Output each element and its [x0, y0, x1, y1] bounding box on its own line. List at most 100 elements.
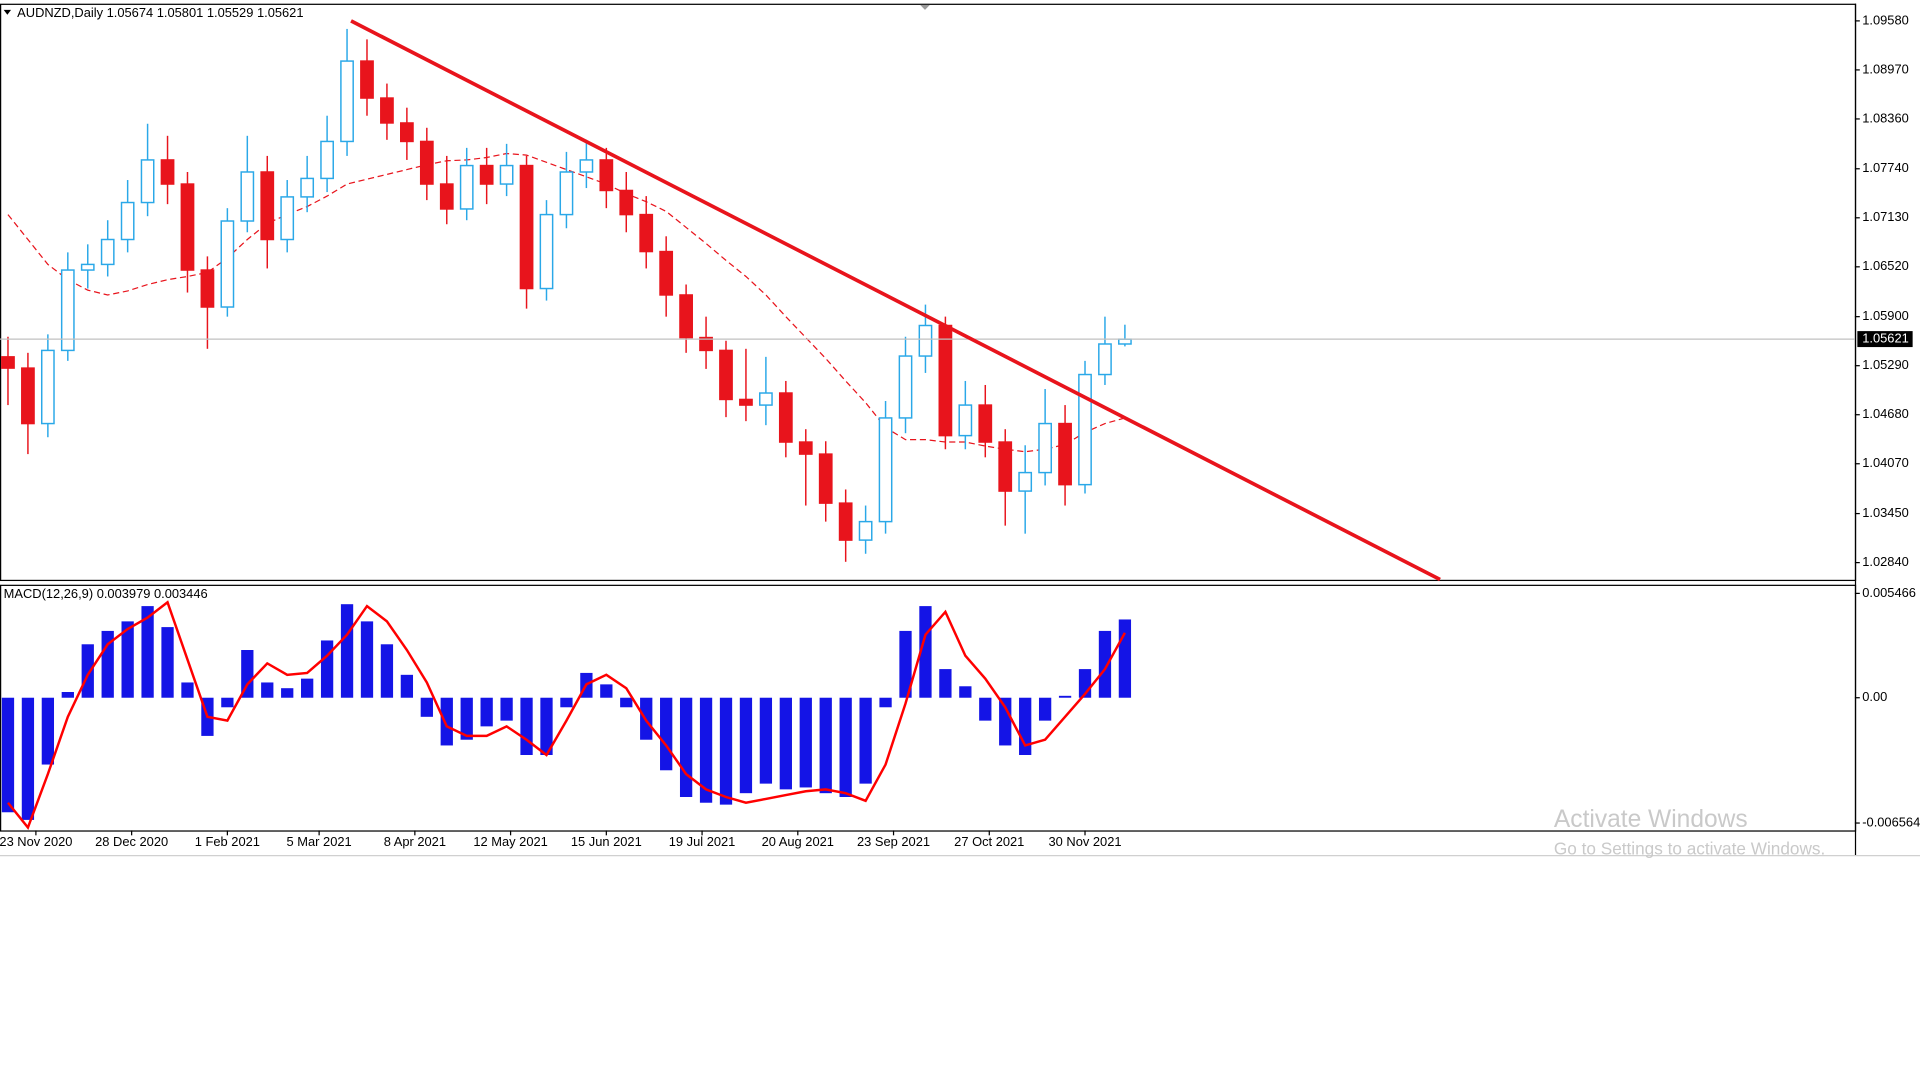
- y-tick-label: 0.00: [1862, 689, 1887, 704]
- candle-body: [878, 417, 893, 523]
- candle-body: [1038, 422, 1053, 474]
- macd-bar: [979, 697, 992, 721]
- macd-bar: [380, 644, 394, 698]
- last-price-box: [1857, 331, 1913, 348]
- last-price-label: 1.05621: [1862, 330, 1909, 345]
- macd-bar: [460, 697, 473, 740]
- x-tick-label: 27 Oct 2021: [954, 834, 1024, 849]
- macd-bar: [919, 606, 932, 698]
- macd-bar: [620, 697, 633, 708]
- candle-body: [579, 159, 594, 173]
- macd-bar: [241, 650, 254, 698]
- y-tick-label: 1.07130: [1862, 209, 1909, 224]
- y-tick-label: -0.006564: [1862, 814, 1920, 829]
- macd-bar: [660, 697, 673, 771]
- candle-body: [818, 453, 833, 504]
- macd-bar: [400, 674, 414, 698]
- macd-bar: [221, 697, 234, 708]
- macd-bar: [61, 692, 74, 698]
- candle-body: [80, 263, 95, 271]
- candle-body: [898, 355, 913, 419]
- symbol-header: AUDNZD,Daily 1.05674 1.05801 1.05529 1.0…: [17, 5, 303, 20]
- candle-body: [400, 122, 414, 143]
- macd-bar: [679, 697, 693, 797]
- candle-body: [120, 201, 135, 241]
- candle-body: [479, 164, 494, 185]
- macd-bar: [121, 621, 134, 698]
- macd-bar: [719, 697, 733, 805]
- candle-body: [619, 189, 634, 216]
- macd-bar: [779, 697, 792, 790]
- candle-body: [858, 520, 873, 541]
- macd-bar: [839, 697, 852, 797]
- macd-bar: [440, 697, 453, 746]
- candle-body: [998, 441, 1013, 492]
- candle-body: [1098, 343, 1112, 376]
- x-tick-label: 8 Apr 2021: [384, 834, 446, 849]
- macd-bar: [81, 644, 94, 698]
- macd-bar: [1098, 630, 1112, 698]
- macd-title: MACD(12,26,9) 0.003979 0.003446: [4, 586, 208, 601]
- candle-body: [300, 177, 315, 198]
- candle-body: [320, 140, 334, 180]
- x-tick-label: 5 Mar 2021: [287, 834, 352, 849]
- watermark-title: Activate Windows: [1554, 806, 1748, 833]
- macd-bar: [1058, 695, 1072, 698]
- candle-body: [519, 164, 534, 290]
- candle-body: [340, 60, 354, 143]
- candle-body: [739, 398, 753, 406]
- candle-body: [798, 441, 813, 455]
- signal-line: [7, 600, 1126, 830]
- candle-body: [499, 164, 514, 185]
- macd-bar: [21, 697, 35, 820]
- shift-marker: [920, 4, 930, 10]
- candle-body: [380, 97, 394, 124]
- y-tick-label: 0.005466: [1862, 585, 1916, 600]
- candle-body: [679, 294, 693, 339]
- candle-body: [838, 502, 853, 541]
- watermark-subtitle: Go to Settings to activate Windows.: [1554, 839, 1825, 859]
- moving-average: [7, 152, 1126, 453]
- macd-bar: [819, 697, 832, 794]
- macd-bar: [999, 697, 1012, 746]
- macd-bar: [340, 604, 354, 698]
- macd-bar: [301, 678, 314, 698]
- macd-bar: [739, 697, 753, 794]
- candle-body: [938, 324, 953, 437]
- x-tick-label: 20 Aug 2021: [762, 834, 834, 849]
- macd-bar: [1118, 619, 1132, 698]
- macd-bar: [360, 621, 374, 698]
- macd-bar: [899, 630, 912, 698]
- trendline: [350, 19, 1441, 582]
- macd-bar: [480, 697, 493, 727]
- x-tick-label: 28 Dec 2020: [95, 834, 168, 849]
- candle-body: [599, 159, 614, 192]
- y-tick-label: 1.03450: [1862, 505, 1909, 520]
- y-tick-label: 1.02840: [1862, 554, 1909, 569]
- x-tick-label: 19 Jul 2021: [669, 834, 736, 849]
- candle-body: [559, 171, 574, 216]
- candle-body: [459, 164, 474, 210]
- macd-bar: [261, 682, 274, 698]
- macd-bar: [859, 697, 872, 784]
- candle-body: [60, 269, 75, 352]
- macd-bar: [600, 684, 613, 698]
- y-tick-label: 1.06520: [1862, 258, 1909, 273]
- x-tick-label: 1 Feb 2021: [195, 834, 260, 849]
- x-tick-label: 12 May 2021: [473, 834, 547, 849]
- candle-body: [759, 392, 773, 406]
- candle-body: [140, 159, 155, 204]
- candle-body: [918, 324, 933, 357]
- macd-bar: [500, 697, 513, 721]
- candle-body: [958, 404, 973, 437]
- x-tick-label: 15 Jun 2021: [571, 834, 642, 849]
- y-tick-label: 1.08360: [1862, 110, 1909, 125]
- candle-body: [220, 220, 235, 308]
- x-tick-label: 30 Nov 2021: [1049, 834, 1122, 849]
- candle-body: [100, 238, 115, 266]
- macd-bar: [1038, 697, 1052, 721]
- candle-body: [539, 213, 554, 290]
- y-tick-label: 1.08970: [1862, 61, 1909, 76]
- candle-body: [659, 250, 674, 296]
